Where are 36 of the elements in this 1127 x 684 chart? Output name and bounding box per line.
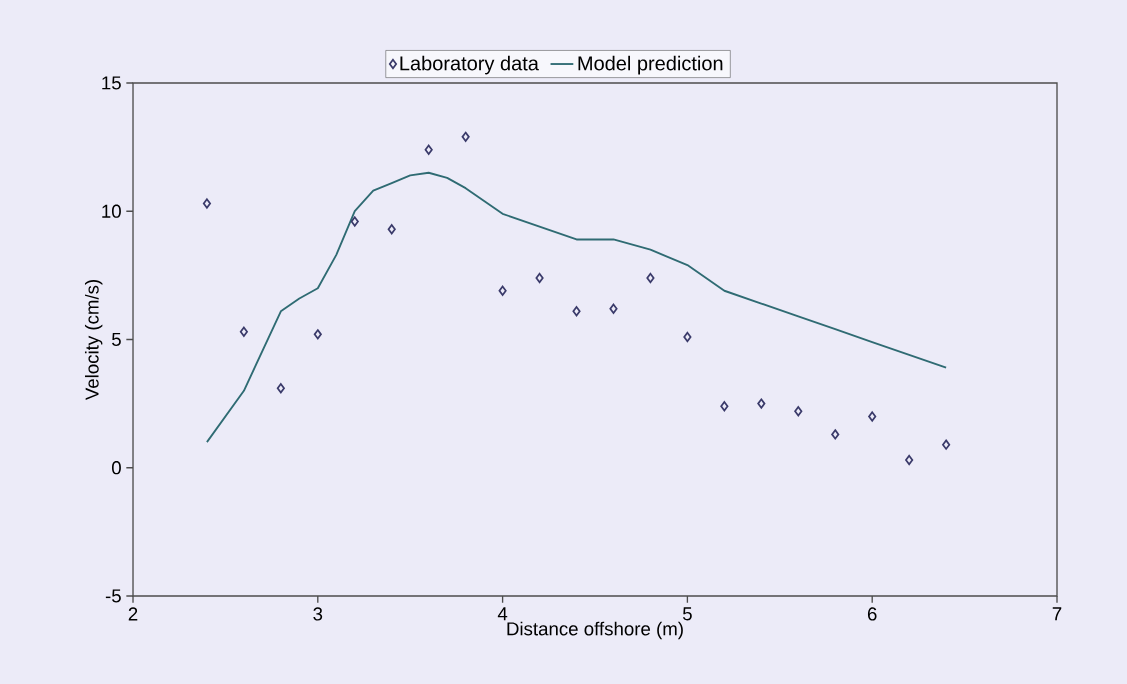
y-tick-label: -5	[105, 589, 121, 603]
point	[572, 306, 581, 317]
x-tick-label: 3	[313, 607, 323, 621]
x-tick-label: 6	[867, 607, 877, 621]
point	[868, 411, 877, 422]
y-tick-label: 10	[102, 204, 121, 218]
x-axis-title: Distance offshore (m)	[507, 621, 683, 640]
point	[276, 383, 285, 394]
point	[313, 329, 322, 340]
y-axis-title: Velocity (cm/s)	[84, 279, 103, 401]
legend-label: Laboratory data	[400, 55, 539, 75]
y-tick-label: 0	[111, 461, 121, 475]
y-tick-label: 15	[102, 76, 121, 90]
point	[831, 429, 840, 440]
x-tick-label: 4	[497, 607, 508, 621]
point	[350, 216, 359, 227]
point	[720, 401, 729, 412]
point	[202, 198, 211, 209]
point	[646, 272, 655, 284]
point	[683, 331, 692, 343]
point	[461, 131, 470, 142]
x-tick-label: 7	[1052, 607, 1062, 621]
point	[498, 285, 507, 296]
x-tick-label: 2	[128, 607, 138, 621]
x-tick-label: 5	[682, 607, 692, 621]
point	[757, 398, 766, 409]
y-tick-label: 5	[112, 332, 121, 347]
point	[609, 303, 618, 314]
point	[794, 406, 803, 417]
point	[905, 454, 914, 466]
point	[387, 224, 396, 235]
point	[942, 439, 951, 450]
point	[239, 326, 248, 337]
legend-label: Model prediction	[578, 55, 723, 75]
point	[535, 272, 544, 284]
point	[424, 144, 433, 155]
